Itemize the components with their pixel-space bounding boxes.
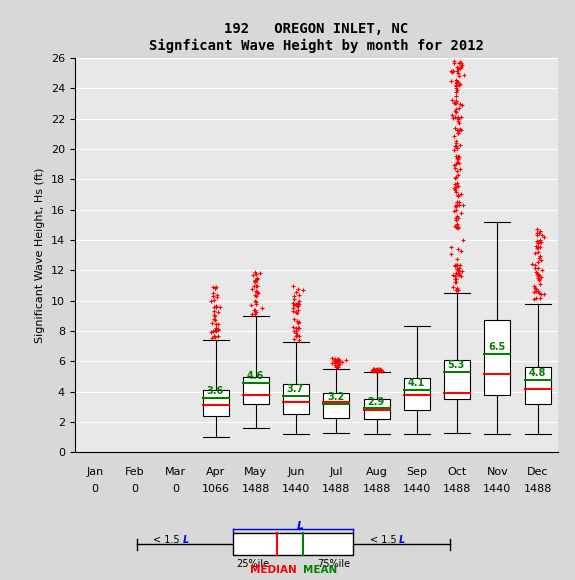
Text: 0: 0	[132, 484, 139, 494]
Text: Apr: Apr	[206, 467, 225, 477]
Text: 1488: 1488	[362, 484, 391, 494]
Text: 3.7: 3.7	[287, 385, 304, 394]
Text: May: May	[244, 467, 267, 477]
Text: 25%ile: 25%ile	[236, 559, 270, 568]
Bar	[323, 393, 350, 418]
Text: 1066: 1066	[202, 484, 229, 494]
Text: Feb: Feb	[125, 467, 145, 477]
Text: L: L	[398, 535, 405, 545]
Text: Mar: Mar	[165, 467, 186, 477]
Text: Aug: Aug	[366, 467, 388, 477]
Bar	[404, 378, 430, 410]
Text: < 1.5: < 1.5	[154, 535, 183, 545]
Text: 4.1: 4.1	[408, 378, 425, 389]
Text: Jun: Jun	[288, 467, 305, 477]
Text: Sep: Sep	[407, 467, 427, 477]
Text: 2.9: 2.9	[367, 397, 385, 407]
Text: MEAN: MEAN	[303, 565, 337, 575]
Text: Nov: Nov	[486, 467, 508, 477]
Text: Jul: Jul	[329, 467, 343, 477]
Text: 0: 0	[91, 484, 98, 494]
Text: < 1.5: < 1.5	[370, 535, 400, 545]
Text: 1488: 1488	[322, 484, 351, 494]
Text: Jan: Jan	[86, 467, 104, 477]
Bar	[202, 390, 229, 416]
Bar	[524, 368, 551, 404]
Text: 0: 0	[172, 484, 179, 494]
Bar	[444, 360, 470, 399]
Text: 1440: 1440	[402, 484, 431, 494]
Bar	[283, 384, 309, 415]
Text: 1488: 1488	[242, 484, 270, 494]
Text: 5.3: 5.3	[448, 360, 465, 370]
Text: 4.8: 4.8	[528, 368, 546, 378]
Text: 1440: 1440	[483, 484, 512, 494]
Bar	[233, 534, 353, 555]
Text: MEDIAN: MEDIAN	[250, 565, 297, 575]
Text: 1440: 1440	[282, 484, 310, 494]
Text: 4.6: 4.6	[247, 371, 264, 381]
Text: L: L	[296, 521, 304, 531]
Text: 3.2: 3.2	[327, 392, 344, 402]
Text: 1488: 1488	[523, 484, 552, 494]
Y-axis label: Significant Wave Height, Hs (ft): Significant Wave Height, Hs (ft)	[35, 168, 45, 343]
Text: 3.6: 3.6	[206, 386, 224, 396]
Text: 6.5: 6.5	[488, 342, 505, 352]
Bar	[243, 376, 269, 404]
Text: Oct: Oct	[447, 467, 467, 477]
Title: 192   OREGON INLET, NC
Signficant Wave Height by month for 2012: 192 OREGON INLET, NC Signficant Wave Hei…	[149, 22, 484, 53]
Bar	[363, 399, 390, 419]
Bar	[484, 320, 511, 395]
Text: 1488: 1488	[443, 484, 471, 494]
Text: L: L	[183, 535, 189, 545]
Text: 75%ile: 75%ile	[317, 559, 350, 568]
Text: Dec: Dec	[527, 467, 549, 477]
